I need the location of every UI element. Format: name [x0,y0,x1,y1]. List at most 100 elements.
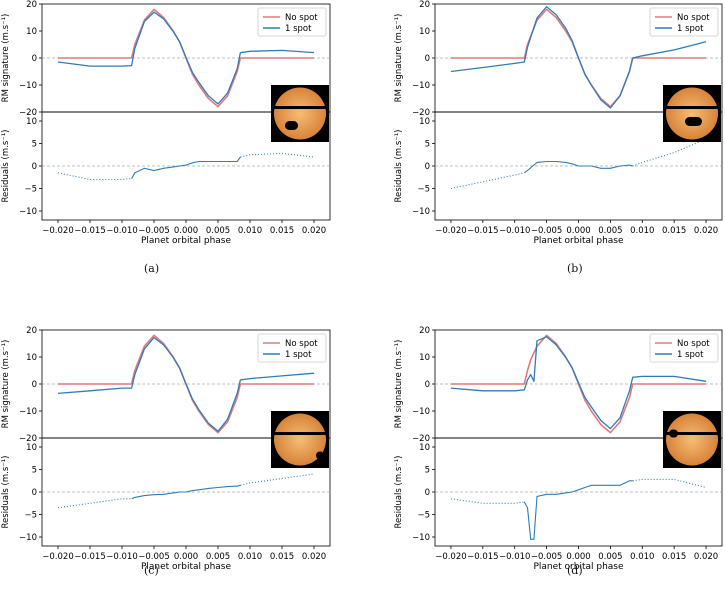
x-tick-label: 0.005 [206,226,230,236]
y-tick-label: 0 [32,488,37,498]
y-tick-label: 5 [32,466,37,476]
legend-label-1-spot: 1 spot [677,350,704,360]
legend-label-1-spot: 1 spot [677,24,704,34]
y-tick-label: −5 [24,511,37,521]
x-tick-label: 0.015 [270,552,294,562]
legend-box [649,7,719,37]
residual-line-in-transit [523,480,633,540]
x-tick-label: −0.005 [138,552,169,562]
x-axis-label: Planet orbital phase [141,562,232,572]
star-disk [666,87,718,140]
x-tick-label: −0.005 [531,226,562,236]
y-tick-label: −10 [412,407,430,417]
x-tick-label: 0.015 [270,226,294,236]
star-disk [274,87,326,140]
x-tick-label: 0.015 [662,226,686,236]
series-line-1-spot [57,336,315,432]
x-tick-label: −0.015 [467,226,498,236]
y-tick-label: 20 [26,326,37,336]
residual-line-post-transit [240,473,315,486]
panel-caption-a: (a) [144,262,160,275]
panel-caption-b: (b) [567,262,583,275]
residual-line-pre-transit [450,172,525,190]
y-axis-label-bottom: Residuals (m.s⁻¹) [394,130,404,203]
x-tick-label: −0.020 [435,226,466,236]
y-axis-label-top: RM signature (m.s⁻¹) [1,340,11,429]
residual-line-pre-transit [57,172,132,181]
x-tick-label: −0.015 [74,552,105,562]
x-tick-label: −0.020 [42,226,73,236]
x-tick-label: −0.015 [467,552,498,562]
panel-caption-d: (d) [567,564,583,577]
x-tick-label: −0.020 [42,552,73,562]
residual-line-post-transit [240,152,315,158]
y-tick-label: 0 [425,162,430,172]
x-tick-label: −0.010 [106,552,137,562]
y-tick-label: 20 [419,326,430,336]
y-tick-label: 0 [425,488,430,498]
x-tick-label: −0.010 [499,552,530,562]
y-tick-label: 0 [32,162,37,172]
y-axis-label-top: RM signature (m.s⁻¹) [1,14,11,103]
y-axis-label-top: RM signature (m.s⁻¹) [394,14,404,103]
residual-line-in-transit [523,160,633,174]
legend-label-no-spot: No spot [677,13,710,23]
panel-caption-c: (c) [144,564,159,577]
starspot [316,451,324,460]
x-tick-label: −0.005 [138,226,169,236]
x-tick-label: 0.000 [566,552,590,562]
legend-box [649,333,719,363]
y-tick-label: −20 [412,108,430,118]
y-tick-label: −5 [417,185,430,195]
y-tick-label: 10 [26,443,37,453]
legend-label-1-spot: 1 spot [285,350,312,360]
y-tick-label: 5 [425,466,430,476]
residual-line-in-transit [131,484,241,500]
y-tick-label: −5 [417,511,430,521]
y-tick-label: 20 [26,0,37,10]
y-tick-label: 10 [419,117,430,127]
legend-box [257,7,327,37]
x-tick-label: 0.010 [630,226,654,236]
y-tick-label: −20 [412,434,430,444]
y-tick-label: 10 [419,27,430,37]
x-tick-label: 0.020 [302,552,326,562]
x-axis-label: Planet orbital phase [141,236,232,246]
x-tick-label: 0.020 [694,226,718,236]
star-disk [666,413,718,466]
x-tick-label: 0.000 [174,552,198,562]
x-tick-label: 0.000 [566,226,590,236]
y-axis-label-bottom: Residuals (m.s⁻¹) [1,130,11,203]
residual-line-post-transit [632,138,707,167]
starspot [685,117,702,126]
y-tick-label: −10 [19,81,37,91]
y-axis-label-bottom: Residuals (m.s⁻¹) [394,456,404,529]
y-tick-label: 0 [425,54,430,64]
y-tick-label: 5 [32,140,37,150]
legend-box [257,333,327,363]
x-tick-label: −0.010 [106,226,137,236]
y-tick-label: 20 [419,0,430,10]
y-tick-label: −10 [412,207,430,217]
y-tick-label: 10 [26,27,37,37]
residual-line-pre-transit [57,498,132,509]
legend-label-no-spot: No spot [285,339,318,349]
x-tick-label: −0.020 [435,552,466,562]
star-disk [274,413,326,466]
x-tick-label: 0.000 [174,226,198,236]
x-axis-label: Planet orbital phase [533,562,624,572]
legend-label-1-spot: 1 spot [285,24,312,34]
x-tick-label: 0.010 [238,226,262,236]
y-axis-label-top: RM signature (m.s⁻¹) [394,340,404,429]
x-tick-label: 0.015 [662,552,686,562]
legend-label-no-spot: No spot [285,13,318,23]
x-tick-label: 0.010 [630,552,654,562]
residual-line-pre-transit [450,498,525,504]
y-tick-label: −10 [412,81,430,91]
series-line-1-spot [450,6,707,109]
y-tick-label: −10 [19,207,37,217]
